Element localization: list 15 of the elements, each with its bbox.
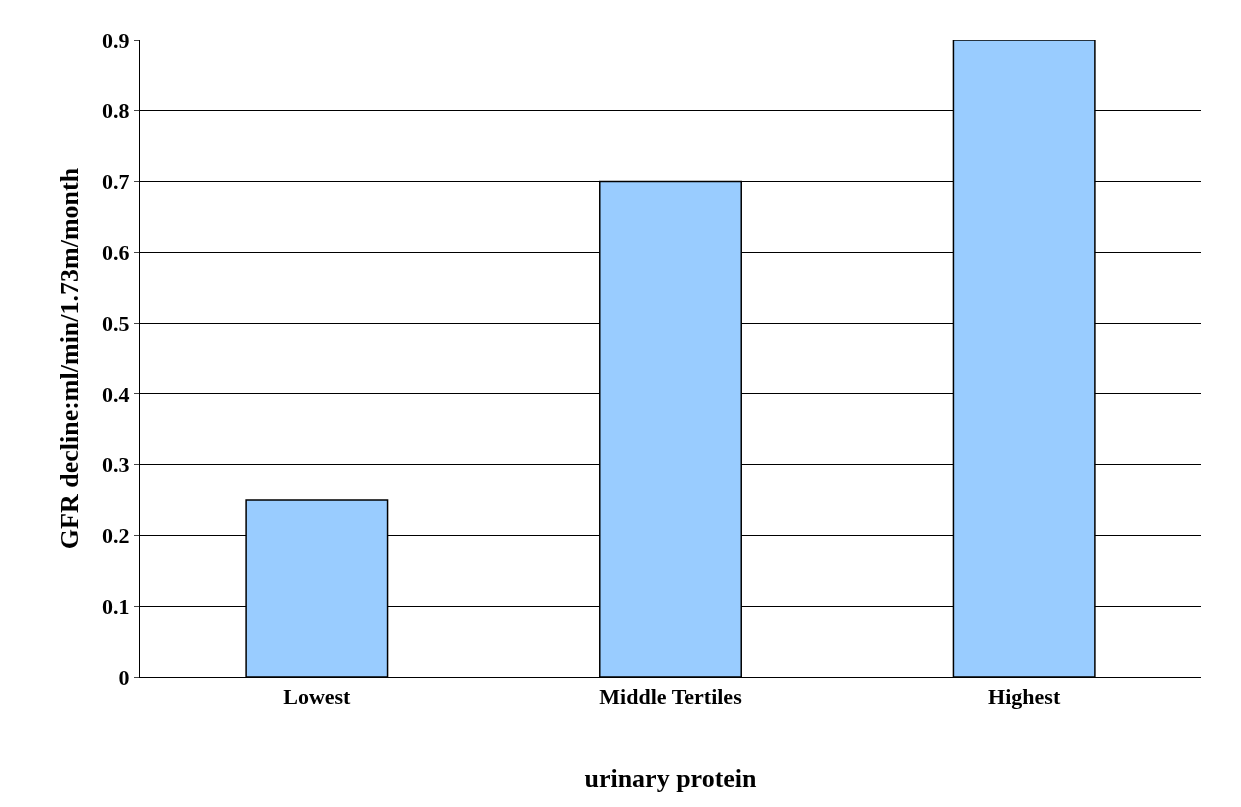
y-axis-title: GFR decline:ml/min/1.73m/month xyxy=(55,167,85,550)
y-tick-label: 0.3 xyxy=(102,452,130,478)
x-tick-label: Middle Tertiles xyxy=(599,684,743,710)
x-axis-title: urinary protein xyxy=(584,764,758,794)
y-tick-label: 0 xyxy=(118,664,130,690)
y-tick-label: 0.7 xyxy=(102,169,130,195)
y-tick-label: 0.4 xyxy=(102,381,130,407)
y-tick-label: 0.8 xyxy=(102,98,130,124)
y-tick-label: 0.9 xyxy=(102,27,130,53)
y-tick-label: 0.5 xyxy=(102,310,130,336)
y-tick-label: 0.2 xyxy=(102,523,130,549)
y-tick-label: 0.6 xyxy=(102,240,130,266)
x-tick-label: Lowest xyxy=(283,684,352,710)
y-tick-label: 0.1 xyxy=(102,593,130,619)
x-tick-label: Highest xyxy=(988,684,1061,710)
